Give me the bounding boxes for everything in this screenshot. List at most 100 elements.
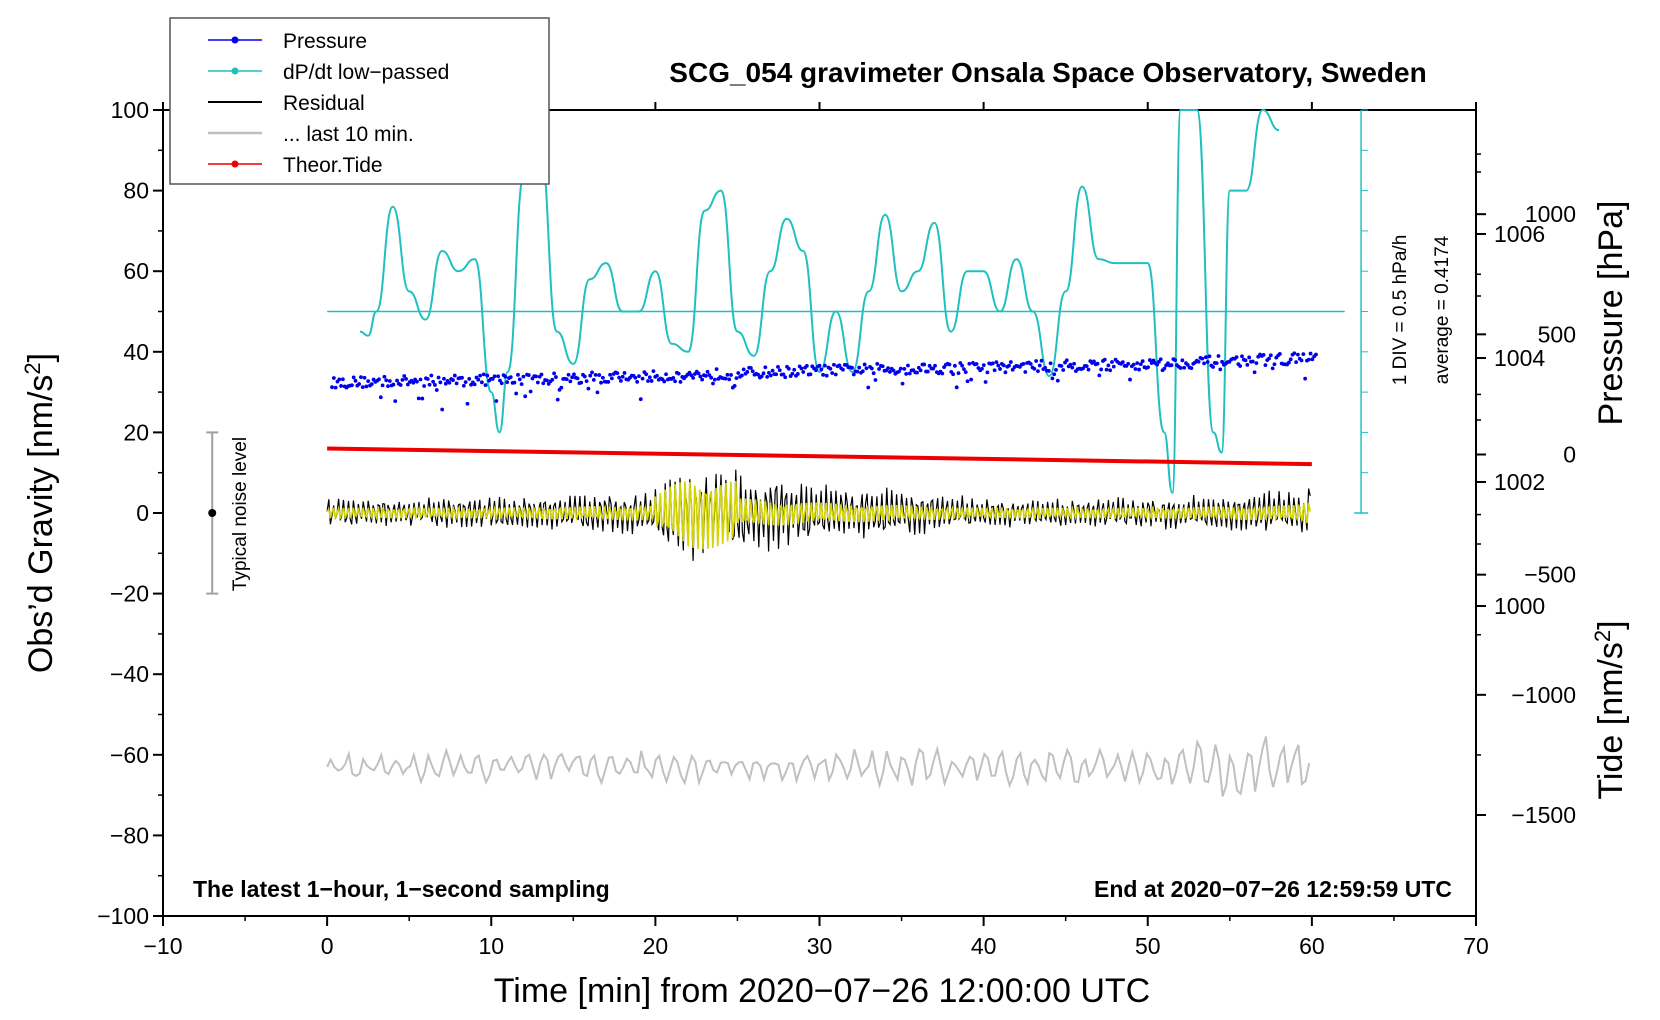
pressure-point <box>786 366 791 371</box>
pressure-point <box>333 385 338 390</box>
pressure-point <box>1263 363 1268 368</box>
legend-label-pressure: Pressure <box>283 30 367 53</box>
pressure-point <box>1277 352 1282 356</box>
pressure-point <box>451 378 455 383</box>
x-tick-label: 50 <box>1135 933 1161 959</box>
pressure-point <box>588 373 593 378</box>
pressure-point <box>880 364 885 369</box>
pressure-point <box>438 380 443 385</box>
pressure-point <box>1250 359 1255 364</box>
pressure-point <box>709 375 714 380</box>
pressure-point <box>1092 359 1096 364</box>
pressure-point <box>586 386 591 391</box>
bottom-right-note: End at 2020−07−26 12:59:59 UTC <box>1094 876 1452 902</box>
pressure-point <box>996 363 1001 368</box>
pressure-point <box>508 375 513 380</box>
pressure-point <box>969 377 974 382</box>
pressure-point <box>418 377 423 382</box>
pressure-point <box>1068 362 1073 367</box>
pressure-point <box>1301 352 1306 357</box>
pressure-point <box>350 383 354 388</box>
pressure-point <box>1137 367 1141 372</box>
pressure-point <box>1296 352 1300 357</box>
pressure-point <box>1003 370 1008 375</box>
pressure-point <box>817 363 822 368</box>
pressure-point <box>362 375 367 380</box>
pressure-point <box>1196 359 1201 364</box>
pressure-point <box>1126 361 1131 366</box>
noise-label: Typical noise level <box>230 437 251 591</box>
pressure-point <box>599 380 603 385</box>
x-tick-label: 0 <box>321 933 334 959</box>
pressure-point <box>593 372 598 377</box>
pressure-point <box>900 381 905 386</box>
pressure-point <box>703 373 708 378</box>
pressure-point <box>1070 365 1075 370</box>
pressure-point <box>514 391 519 396</box>
pressure-point <box>804 363 809 368</box>
pressure-point <box>691 375 696 380</box>
pressure-point <box>974 362 979 366</box>
residual-lowpass-line <box>326 480 1311 550</box>
pressure-point <box>575 376 580 381</box>
pressure-point <box>1084 364 1089 369</box>
pressure-point <box>1254 361 1259 365</box>
pressure-point <box>850 365 854 370</box>
pressure-point <box>1135 361 1140 365</box>
pressure-point <box>1180 358 1185 363</box>
pressure-point <box>1205 360 1210 364</box>
pressure-point <box>431 379 436 384</box>
pressure-point <box>821 372 826 377</box>
pressure-point <box>1216 354 1221 358</box>
pressure-point <box>866 385 871 390</box>
pressure-point <box>427 382 432 387</box>
y-axis-left: −100 −80 −60 −40 −20 0 20 40 60 80 100 <box>97 97 163 929</box>
pressure-point <box>1308 351 1313 356</box>
legend-label-tide: Theor.Tide <box>283 154 383 177</box>
legend-label-dpdt: dP/dt low−passed <box>283 61 449 84</box>
pressure-point <box>902 366 907 371</box>
pressure-point <box>617 375 622 380</box>
pressure-point <box>1202 361 1206 366</box>
pressure-point <box>1310 357 1315 362</box>
residual-line <box>326 469 1311 561</box>
pressure-point <box>736 371 741 375</box>
pressure-point <box>833 372 838 377</box>
pressure-tick-label: 1004 <box>1494 345 1545 371</box>
pressure-point <box>790 371 795 376</box>
pressure-point <box>869 366 874 371</box>
legend: Pressure dP/dt low−passed Residual ... l… <box>169 17 550 185</box>
y-tick-label: −80 <box>110 822 149 848</box>
pressure-point <box>1064 358 1069 363</box>
pressure-point <box>734 376 739 381</box>
pressure-point <box>380 383 385 388</box>
pressure-point <box>442 376 446 381</box>
y-tick-label: −100 <box>97 903 149 929</box>
pressure-point <box>851 372 856 377</box>
y-tick-label: −40 <box>110 661 149 687</box>
pressure-point <box>620 374 625 379</box>
pressure-point <box>864 366 869 371</box>
pressure-point <box>1272 362 1277 367</box>
pressure-point <box>712 377 717 382</box>
pressure-point <box>1133 367 1138 371</box>
pressure-point <box>906 363 910 368</box>
pressure-point <box>330 385 334 390</box>
legend-marker-pressure <box>231 36 239 44</box>
pressure-point <box>980 366 984 371</box>
pressure-point <box>927 363 932 368</box>
pressure-point <box>886 366 891 371</box>
pressure-point <box>1252 370 1257 375</box>
pressure-point <box>517 377 522 382</box>
pressure-point <box>1203 355 1208 360</box>
pressure-point <box>647 375 652 380</box>
pressure-point <box>711 381 715 386</box>
pressure-tick-label: 1002 <box>1494 469 1545 495</box>
pressure-point <box>1138 362 1143 367</box>
pressure-point <box>748 366 753 370</box>
pressure-point <box>1008 360 1013 364</box>
pressure-point <box>1261 352 1266 357</box>
pressure-point <box>440 407 445 412</box>
pressure-point <box>640 376 645 381</box>
